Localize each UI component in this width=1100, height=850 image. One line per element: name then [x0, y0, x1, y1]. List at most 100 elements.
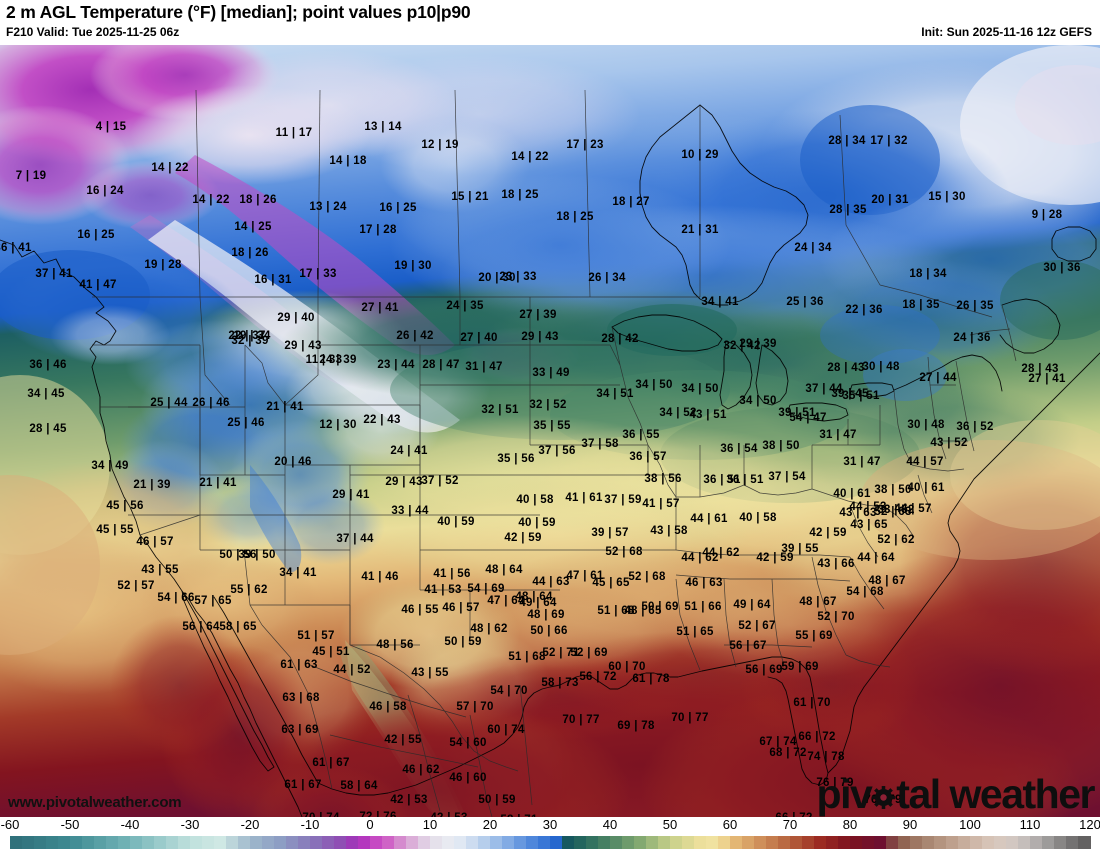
colorbar-band [586, 836, 599, 849]
colorbar-band [862, 836, 875, 849]
colorbar-band [286, 836, 299, 849]
colorbar-band [406, 836, 419, 849]
colorbar-band [70, 836, 83, 849]
colorbar-band [358, 836, 371, 849]
page-title: 2 m AGL Temperature (°F) [median]; point… [6, 2, 471, 23]
colorbar[interactable]: -60 -50 -40 -30 -20 -10 0 10 20 30 40 50 60 70 80 90 100… [0, 817, 1100, 850]
colorbar-band [886, 836, 899, 849]
colorbar-band [166, 836, 179, 849]
colorbar-tick: 50 [662, 817, 678, 832]
colorbar-band [202, 836, 215, 849]
colorbar-band [106, 836, 119, 849]
colorbar-band [814, 836, 827, 849]
colorbar-tick: 80 [842, 817, 858, 832]
colorbar-band [598, 836, 611, 849]
colorbar-band [874, 836, 887, 849]
colorbar-band [1054, 836, 1067, 849]
colorbar-tick: -30 [180, 817, 200, 832]
init-time-label: Init: Sun 2025-11-16 12z GEFS [921, 25, 1092, 39]
colorbar-tick: -10 [300, 817, 320, 832]
colorbar-band [1018, 836, 1031, 849]
colorbar-band [946, 836, 959, 849]
colorbar-band [970, 836, 983, 849]
brand-text-pre: piv [816, 771, 873, 817]
brand-text-post: tal weather [896, 771, 1095, 817]
colorbar-band [718, 836, 731, 849]
colorbar-band [934, 836, 947, 849]
valid-time-label: F210 Valid: Tue 2025-11-25 06z [6, 25, 180, 39]
colorbar-band [22, 836, 35, 849]
colorbar-tick: 70 [782, 817, 798, 832]
colorbar-band [634, 836, 647, 849]
colorbar-tick: 10 [422, 817, 438, 832]
colorbar-band [1006, 836, 1019, 849]
colorbar-band [394, 836, 407, 849]
colorbar-band [370, 836, 383, 849]
colorbar-tick: 60 [722, 817, 738, 832]
colorbar-band [238, 836, 251, 849]
colorbar-band [226, 836, 239, 849]
colorbar-band [154, 836, 167, 849]
colorbar-band [478, 836, 491, 849]
colorbar-band [298, 836, 311, 849]
colorbar-tick: 0 [366, 817, 374, 832]
colorbar-tick: -50 [60, 817, 80, 832]
gear-icon [871, 785, 896, 810]
colorbar-band [142, 836, 155, 849]
colorbar-band [130, 836, 143, 849]
colorbar-band [94, 836, 107, 849]
colorbar-band [466, 836, 479, 849]
colorbar-band [778, 836, 791, 849]
colorbar-band [82, 836, 95, 849]
colorbar-band [1030, 836, 1043, 849]
temperature-field [0, 45, 1100, 817]
colorbar-band [730, 836, 743, 849]
colorbar-band [766, 836, 779, 849]
colorbar-band [574, 836, 587, 849]
colorbar-tick: 90 [902, 817, 918, 832]
colorbar-band [310, 836, 323, 849]
colorbar-band [742, 836, 755, 849]
colorbar-band [1078, 836, 1091, 849]
brand-watermark: piv tal weather [816, 771, 1096, 817]
colorbar-band [538, 836, 551, 849]
colorbar-band [34, 836, 47, 849]
colorbar-band [550, 836, 563, 849]
colorbar-band [982, 836, 995, 849]
colorbar-tick: 120 [1079, 817, 1100, 832]
colorbar-band [214, 836, 227, 849]
colorbar-band [442, 836, 455, 849]
map-borders [0, 104, 1100, 817]
colorbar-band [562, 836, 575, 849]
colorbar-band [178, 836, 191, 849]
colorbar-band [658, 836, 671, 849]
colorbar-tick: -20 [240, 817, 260, 832]
colorbar-band [994, 836, 1007, 849]
colorbar-band [706, 836, 719, 849]
colorbar-tick: 110 [1019, 817, 1041, 832]
colorbar-tick: -40 [120, 817, 140, 832]
page-title-text: 2 m AGL Temperature (°F) [median]; point… [6, 2, 471, 22]
colorbar-band [1066, 836, 1079, 849]
colorbar-band [898, 836, 911, 849]
colorbar-band [958, 836, 971, 849]
colorbar-band [670, 836, 683, 849]
colorbar-band [46, 836, 59, 849]
colorbar-band [454, 836, 467, 849]
colorbar-gradient [10, 836, 1091, 849]
colorbar-band [790, 836, 803, 849]
colorbar-band [322, 836, 335, 849]
colorbar-band [262, 836, 275, 849]
colorbar-band [1042, 836, 1055, 849]
colorbar-band [610, 836, 623, 849]
colorbar-band [382, 836, 395, 849]
colorbar-tick: 40 [602, 817, 618, 832]
colorbar-band [274, 836, 287, 849]
colorbar-band [250, 836, 263, 849]
colorbar-band [502, 836, 515, 849]
colorbar-band [490, 836, 503, 849]
colorbar-band [826, 836, 839, 849]
colorbar-band [190, 836, 203, 849]
colorbar-band [622, 836, 635, 849]
